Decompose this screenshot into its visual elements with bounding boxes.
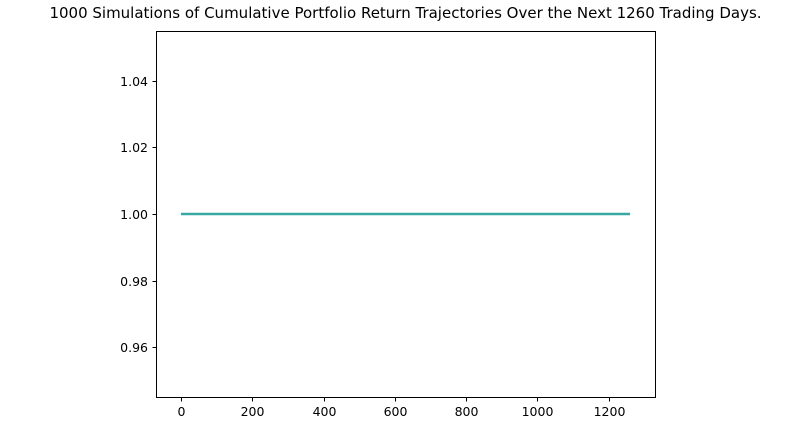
x-tick-label: 1200 [594,404,626,419]
x-axis: 0 200 400 600 800 1000 1200 [178,397,626,419]
x-tick-label: 0 [178,404,186,419]
x-tick-label: 1000 [522,404,554,419]
y-tick-label: 1.04 [120,74,148,89]
x-tick-label: 400 [313,404,337,419]
x-tick-label: 600 [384,404,408,419]
y-tick-label: 1.02 [120,140,148,155]
x-tick-label: 800 [455,404,479,419]
y-tick-label: 0.96 [120,340,148,355]
chart-title: 1000 Simulations of Cumulative Portfolio… [49,4,761,22]
y-tick-label: 0.98 [120,274,148,289]
x-tick-label: 200 [241,404,265,419]
y-axis: 0.96 0.98 1.00 1.02 1.04 [120,74,157,355]
y-tick-label: 1.00 [120,207,148,222]
